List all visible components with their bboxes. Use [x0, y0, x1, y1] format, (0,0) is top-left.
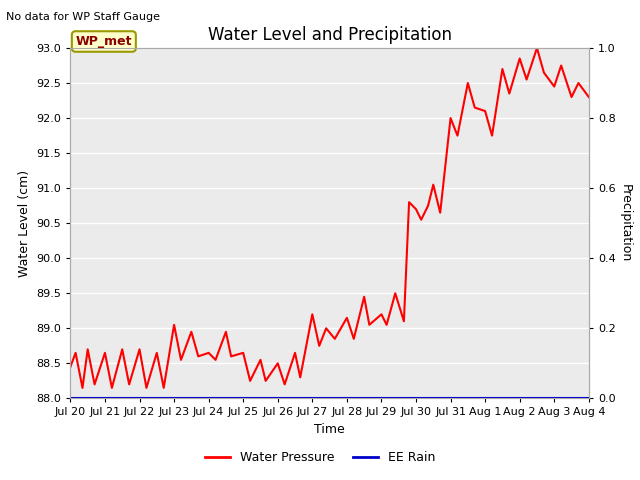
Title: Water Level and Precipitation: Water Level and Precipitation	[207, 25, 452, 44]
Legend: Water Pressure, EE Rain: Water Pressure, EE Rain	[200, 446, 440, 469]
Text: WP_met: WP_met	[76, 35, 132, 48]
Text: No data for WP Staff Gauge: No data for WP Staff Gauge	[6, 12, 161, 22]
Y-axis label: Precipitation: Precipitation	[620, 184, 632, 263]
Y-axis label: Water Level (cm): Water Level (cm)	[18, 169, 31, 277]
X-axis label: Time: Time	[314, 423, 345, 436]
